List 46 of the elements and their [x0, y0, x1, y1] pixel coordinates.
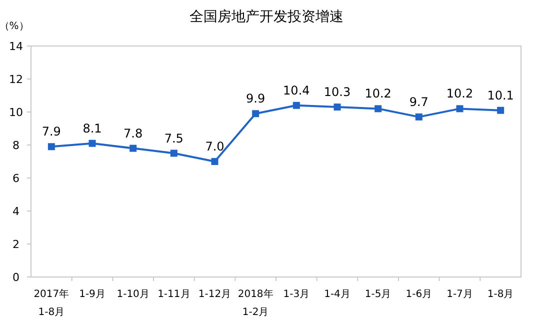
x-tick-label: 1-10月: [116, 289, 150, 300]
point: [252, 110, 260, 118]
chart-title: 全国房地产开发投资增速: [190, 9, 344, 25]
x-tick-label: 1-4月: [324, 289, 350, 300]
x-tick-label: 1-8月: [487, 289, 514, 300]
x-tick-label: 1-9月: [79, 289, 106, 300]
y-tick-label: 4: [12, 205, 20, 218]
point: [211, 158, 218, 165]
point: [292, 102, 300, 109]
data-label: 7.0: [205, 140, 224, 154]
data-label: 7.8: [124, 126, 143, 140]
data-label: 10.1: [487, 88, 514, 102]
point: [170, 150, 178, 157]
data-label: 9.7: [409, 94, 428, 109]
point: [130, 144, 137, 152]
y-tick-label: 0: [12, 271, 20, 284]
y-tick-label: 12: [9, 73, 23, 86]
y-tick-label: 6: [12, 172, 20, 185]
point: [497, 106, 504, 114]
y-tick-label: 2: [12, 238, 20, 251]
point: [88, 140, 96, 147]
data-label: 7.5: [164, 131, 184, 146]
data-label: 8.1: [82, 121, 102, 136]
y-tick-label: 14: [9, 40, 23, 53]
x-tick-label: 1-12月: [198, 289, 232, 300]
point: [374, 105, 382, 112]
point: [334, 104, 341, 111]
y-tick-label: 10: [9, 106, 23, 119]
data-label: 7.9: [42, 124, 61, 139]
x-tick-label: 1-6月: [406, 289, 432, 300]
data-label: 10.4: [283, 83, 310, 98]
x-tick-label: 2017年 1-8月: [34, 288, 70, 318]
y-axis-title: （%）: [0, 21, 29, 32]
x-tick-label: 2018年 1-2月: [238, 288, 274, 318]
x-tick-label: 1-5月: [364, 289, 392, 300]
data-label: 9.9: [246, 92, 266, 106]
point: [415, 113, 422, 120]
x-tick-label: 1-3月: [283, 289, 310, 300]
point: [456, 105, 464, 112]
point: [48, 143, 55, 150]
x-tick-label: 1-11月: [158, 289, 190, 300]
data-label: 10.2: [364, 86, 392, 101]
y-tick-label: 8: [12, 139, 20, 152]
data-label: 10.3: [324, 85, 351, 100]
x-tick-label: 1-7月: [446, 289, 473, 300]
data-label: 10.2: [446, 86, 474, 101]
